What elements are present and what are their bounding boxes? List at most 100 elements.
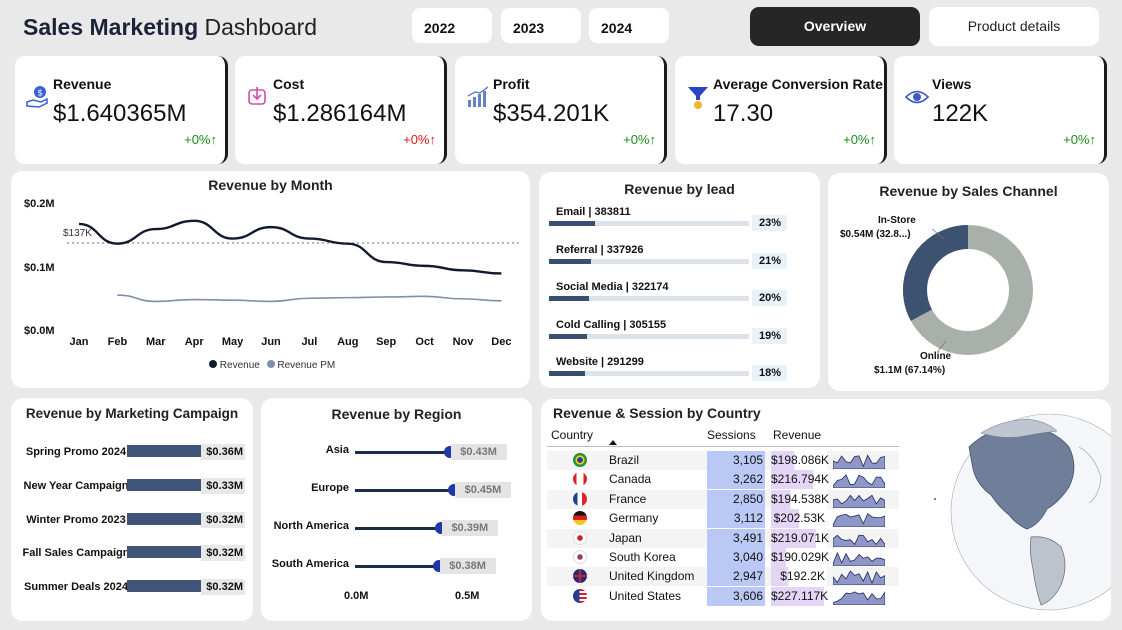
country-name: United Kingdom <box>609 569 695 584</box>
instore-value: $0.54M (32.8...) <box>840 229 911 240</box>
kpi-views-card: Views 122K +0%↑ <box>894 56 1107 164</box>
kpi-conversion-card: Average Conversion Rate 17.30 +0%↑ <box>675 56 887 164</box>
table-row[interactable]: United States 3,606 $227.117K <box>547 586 899 606</box>
growth-chart-icon <box>467 86 489 107</box>
lead-label: Referral | 337926 <box>556 243 644 256</box>
region-stem <box>355 451 450 454</box>
revenue-line-chart <box>67 219 519 303</box>
revenue-by-month-card: Revenue by Month $0.2M $0.1M $0.0M $137K… <box>11 171 530 388</box>
revenue-sparkline <box>833 591 885 605</box>
year-filter-2023[interactable]: 2023 <box>501 8 581 43</box>
revenue-pm-series-line <box>117 294 502 303</box>
tab-overview[interactable]: Overview <box>750 7 920 46</box>
sessions-value: 3,112 <box>707 509 765 529</box>
flag-france-icon <box>573 491 587 506</box>
x-tick-sep: Sep <box>376 336 397 348</box>
lead-percentage: 21% <box>752 252 787 269</box>
instore-leader-line <box>931 228 945 240</box>
lead-bar-track <box>549 333 749 339</box>
average-label: $137K <box>63 228 92 239</box>
region-label: North America <box>273 520 349 532</box>
region-label: Europe <box>311 482 349 494</box>
flag-south-korea-icon <box>573 550 587 564</box>
x-tick-jan: Jan <box>69 336 89 348</box>
revenue-sparkline <box>833 513 885 528</box>
column-header-sessions[interactable]: Sessions <box>707 428 756 442</box>
sort-arrow-icon[interactable] <box>609 440 617 445</box>
legend-revenue-pm-label: Revenue PM <box>277 360 336 371</box>
tab-product-details[interactable]: Product details <box>929 7 1099 46</box>
table-row[interactable]: South Korea 3,040 $190.029K <box>547 548 899 567</box>
kpi-change: +0%↑ <box>623 132 656 147</box>
kpi-revenue-card: $ Revenue $1.640365M +0%↑ <box>15 56 228 164</box>
campaign-label: Summer Deals 2024 <box>24 581 128 594</box>
country-name: France <box>609 491 647 506</box>
down-arrow-box-icon <box>248 87 266 105</box>
x-tick: 0.0M <box>344 590 369 602</box>
region-label: Asia <box>325 444 349 456</box>
donut-slice-instore[interactable] <box>903 225 1033 355</box>
revenue-value: $227.117K <box>771 586 828 606</box>
flag-canada-icon <box>573 472 587 487</box>
chart-title: Revenue by Sales Channel <box>879 183 1058 199</box>
sessions-value: 3,040 <box>707 548 765 567</box>
revenue-sparkline <box>833 534 885 547</box>
year-filter-2022[interactable]: 2022 <box>412 8 492 43</box>
campaign-label: New Year Campaign <box>23 479 129 492</box>
revenue-value: $202.53K <box>771 509 827 529</box>
x-tick-aug: Aug <box>337 336 359 348</box>
table-row[interactable]: Brazil 3,105 $198.086K <box>547 451 899 470</box>
kpi-cost-card: Cost $1.286164M +0%↑ <box>235 56 447 164</box>
chart-title: Revenue by Month <box>208 177 333 193</box>
sessions-value: 2,850 <box>707 489 765 509</box>
table-row[interactable]: France 2,850 $194.538K <box>547 489 899 509</box>
lead-percentage: 20% <box>752 290 787 306</box>
page-title-bold: Sales Marketing <box>23 14 199 40</box>
x-tick-jul: Jul <box>301 336 318 348</box>
country-table-card: Revenue & Session by Country Country Ses… <box>541 399 1111 621</box>
chart-title: Revenue by Region <box>331 406 462 422</box>
kpi-label: Revenue <box>53 76 112 92</box>
table-row[interactable]: Canada 3,262 $216.794K <box>547 470 899 490</box>
campaign-value: $0.36M <box>201 444 245 460</box>
kpi-label: Average Conversion Rate <box>713 76 883 92</box>
y-tick: $0.2M <box>24 198 55 210</box>
sessions-value: 3,105 <box>707 451 765 470</box>
lead-bar-track <box>549 371 749 376</box>
region-value: $0.43M <box>450 444 507 460</box>
flag-japan-icon <box>573 530 587 545</box>
kpi-change: +0%↑ <box>184 132 217 147</box>
campaign-label: Winter Promo 2023 <box>26 513 126 526</box>
sessions-value: 2,947 <box>707 567 765 587</box>
kpi-value: $1.286164M <box>273 100 407 127</box>
lead-bar-track <box>549 258 749 264</box>
column-header-revenue[interactable]: Revenue <box>773 428 822 442</box>
table-row[interactable]: Japan 3,491 $219.071K <box>547 528 899 548</box>
page-title: Sales Marketing Dashboard <box>23 14 317 41</box>
x-tick-nov: Nov <box>452 336 474 348</box>
chart-title: Revenue by Marketing Campaign <box>25 406 239 421</box>
eye-icon <box>904 90 930 104</box>
region-stem <box>355 527 441 530</box>
legend-revenue-label: Revenue <box>219 360 260 371</box>
region-value: $0.45M <box>455 482 511 498</box>
campaign-value: $0.32M <box>201 579 245 596</box>
money-hand-icon: $ <box>26 86 48 108</box>
country-name: Germany <box>609 511 659 526</box>
revenue-by-campaign-card: Revenue by Marketing Campaign Spring Pro… <box>11 398 253 621</box>
column-header-country[interactable]: Country <box>551 428 594 442</box>
table-row[interactable]: Germany 3,112 $202.53K <box>547 509 899 529</box>
revenue-by-channel-card: Revenue by Sales Channel In-Store $0.54M… <box>828 173 1109 391</box>
country-name: Canada <box>609 472 652 487</box>
lead-bar <box>549 333 587 339</box>
table-row[interactable]: United Kingdom 2,947 $192.2K <box>547 567 899 587</box>
lead-bar <box>549 371 585 376</box>
kpi-value: $1.640365M <box>53 100 187 127</box>
lead-percentage: 19% <box>752 327 787 344</box>
campaign-value: $0.32M <box>201 511 245 528</box>
year-filter-2024[interactable]: 2024 <box>589 8 669 43</box>
x-tick-jun: Jun <box>261 336 281 348</box>
kpi-profit-card: Profit $354.201K +0%↑ <box>455 56 667 164</box>
revenue-series-line <box>78 219 502 275</box>
region-value: $0.39M <box>441 520 498 536</box>
